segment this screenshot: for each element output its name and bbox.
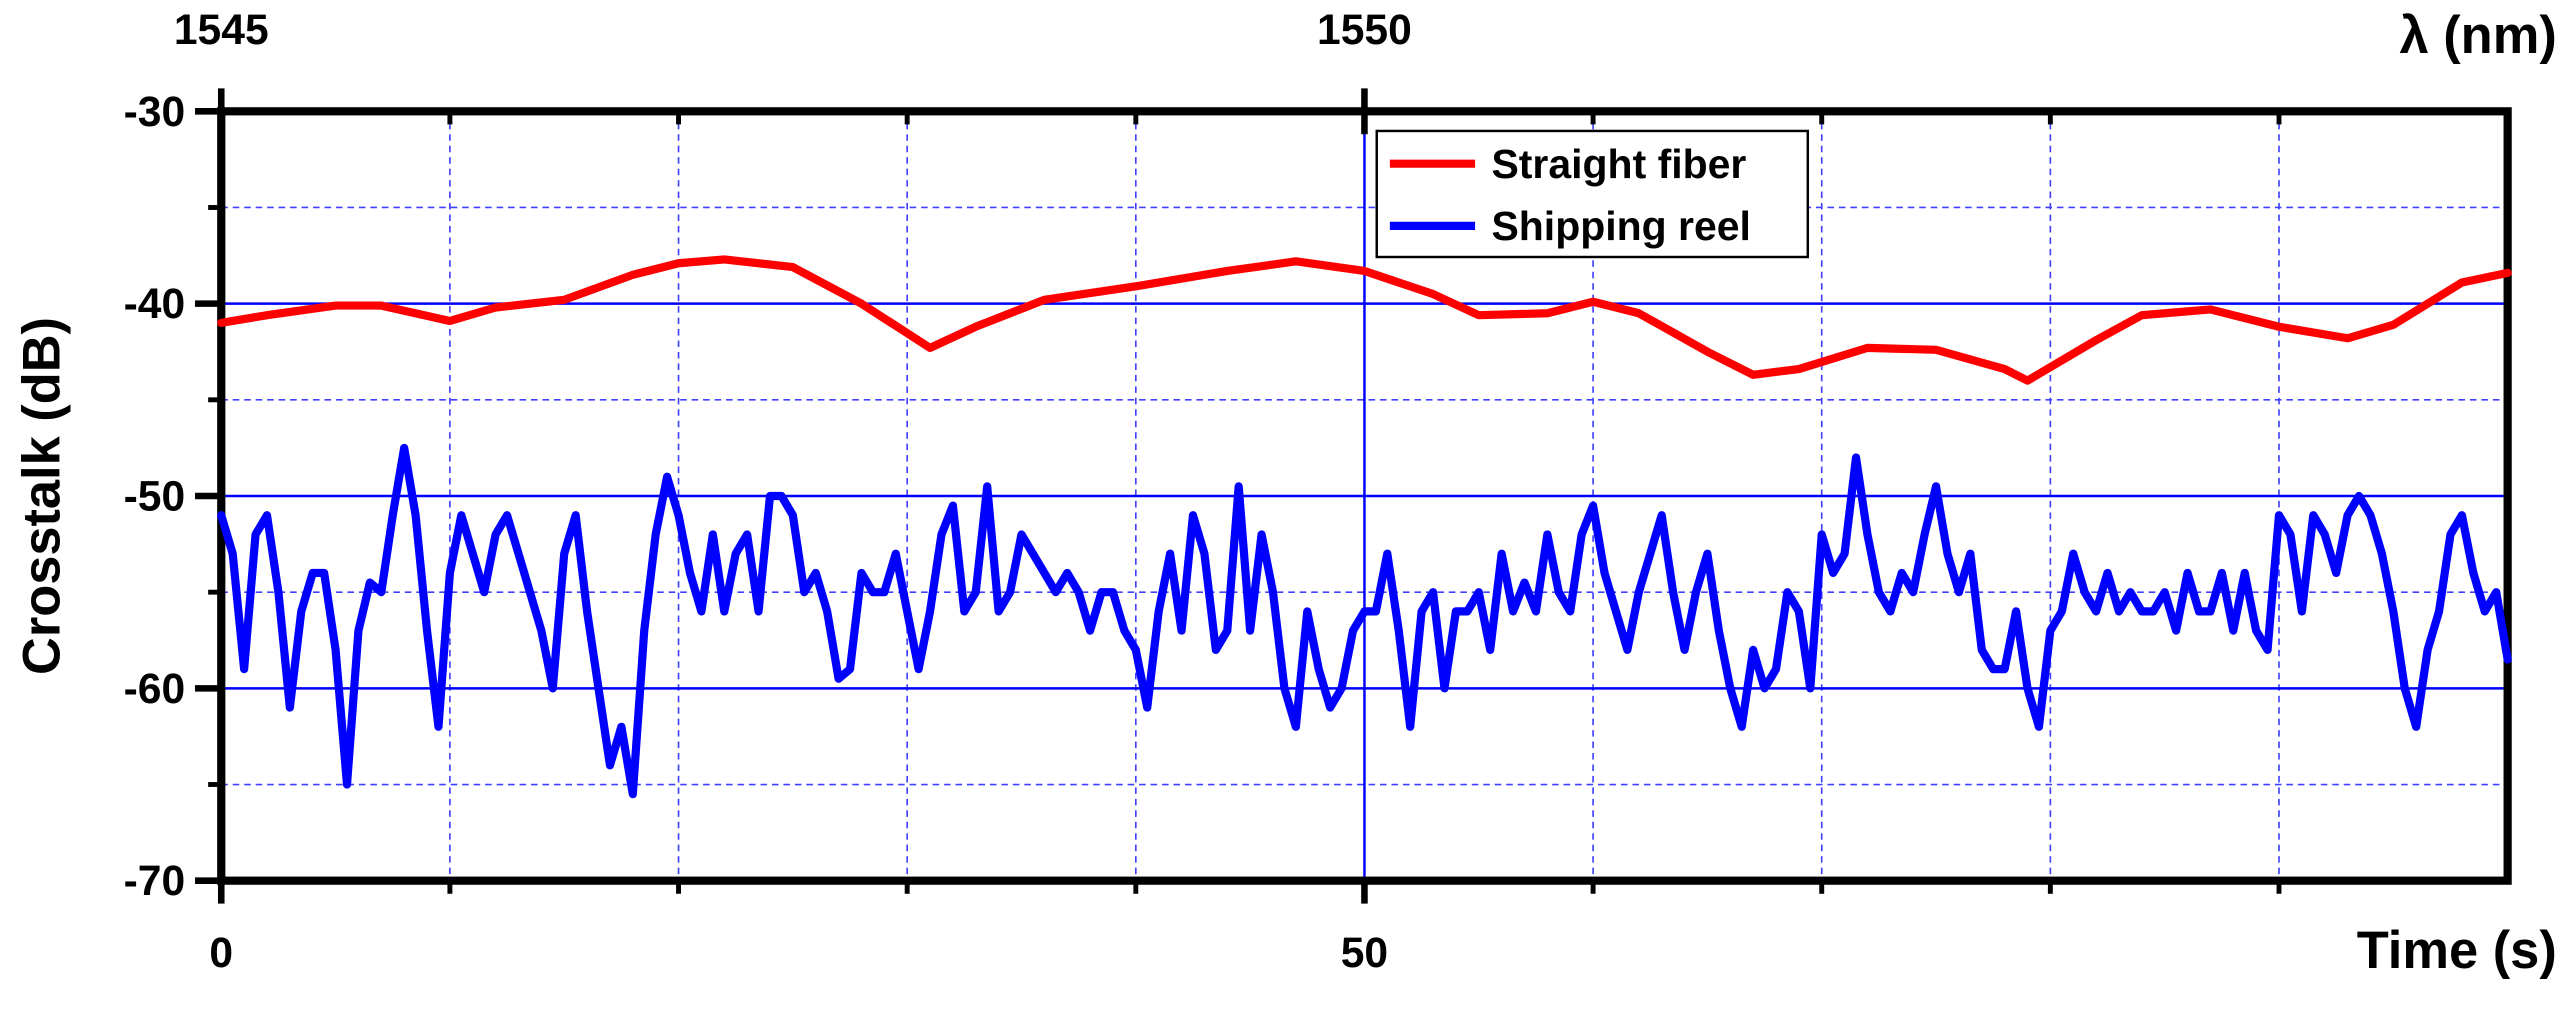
y-tick-label: -70 [124,857,186,905]
legend-label: Straight fiber [1491,141,1746,187]
y-axis-title: Crosstalk (dB) [14,317,72,675]
x-axis-title: Time (s) [2357,922,2557,980]
y-tick-label: -40 [124,280,186,328]
top-tick-label: 1545 [174,6,269,54]
x-tick-label: 50 [1341,929,1388,977]
x-tick-label: 0 [209,929,233,977]
top-axis-title: λ (nm) [2399,7,2556,65]
series-line [217,255,2512,385]
legend-label: Shipping reel [1491,203,1750,249]
legend-box [1375,129,1810,259]
plot-frame [217,107,2512,885]
y-tick-label: -50 [124,473,186,521]
y-tick-label: -60 [124,665,186,713]
series-line [217,443,2512,799]
y-tick-label: -30 [124,88,186,136]
top-tick-label: 1550 [1317,6,1412,54]
